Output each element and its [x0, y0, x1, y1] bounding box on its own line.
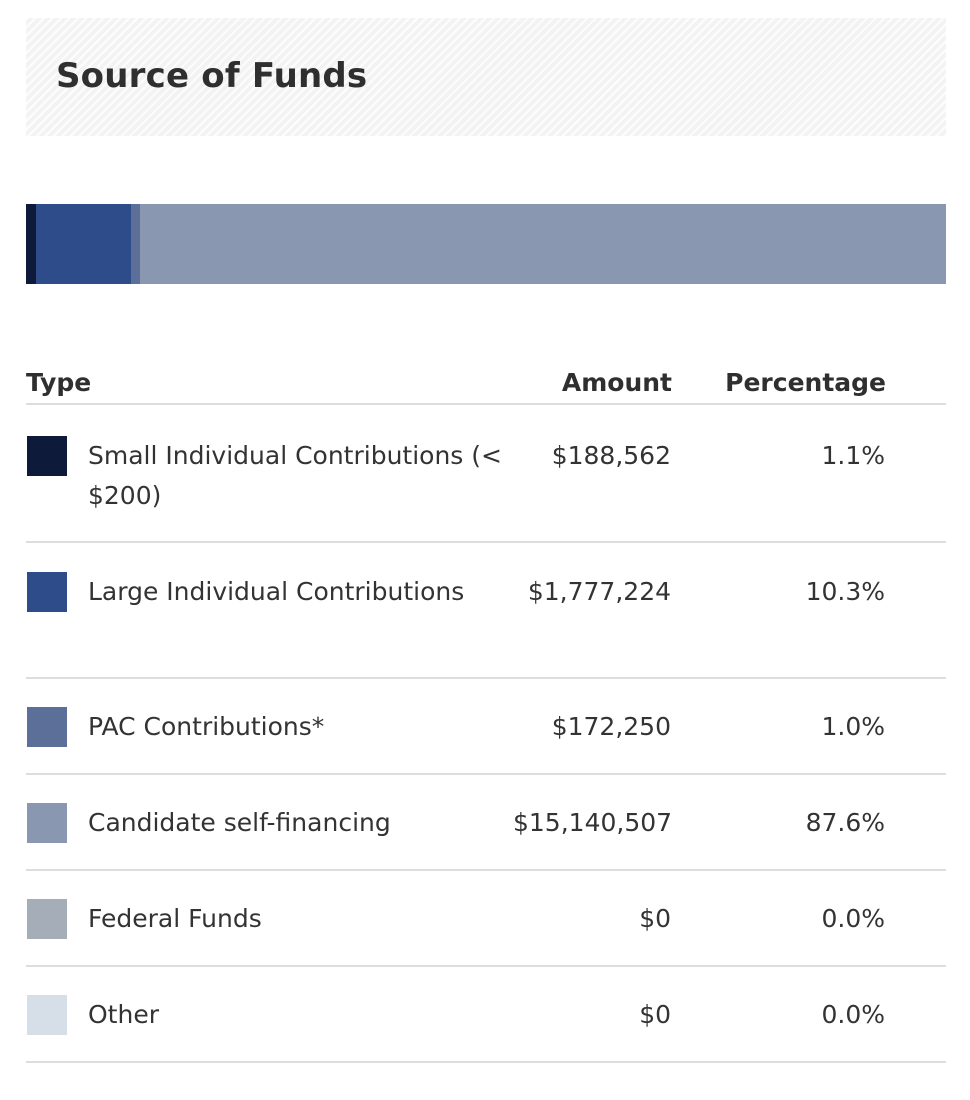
row-type-label: PAC Contributions* — [88, 712, 325, 741]
row-amount: $172,250 — [512, 678, 672, 775]
row-type-label: Federal Funds — [88, 904, 262, 933]
table-row: Candidate self-financing $15,140,507 87.… — [26, 774, 946, 871]
color-swatch-self-financing — [27, 803, 67, 843]
row-type-label: Large Individual Contributions — [88, 577, 465, 606]
row-amount: $0 — [512, 966, 672, 1063]
bar-segment-self-financing — [140, 204, 946, 284]
row-percentage: 0.0% — [672, 966, 886, 1063]
table-header-row: Type Amount Percentage — [26, 362, 946, 405]
color-swatch-large-individual — [27, 572, 67, 612]
funds-table: Type Amount Percentage Small Individual … — [26, 362, 946, 1063]
row-percentage: 1.0% — [672, 678, 886, 775]
column-header-spacer — [886, 362, 946, 405]
row-percentage: 1.1% — [672, 404, 886, 543]
bar-segment-small-individual — [26, 204, 37, 284]
color-swatch-other — [27, 995, 67, 1035]
row-type-label: Other — [88, 1000, 159, 1029]
bar-segment-pac — [130, 204, 141, 284]
bar-segment-large-individual — [36, 204, 131, 284]
row-amount: $188,562 — [512, 404, 672, 543]
row-amount: $0 — [512, 870, 672, 967]
row-percentage: 10.3% — [672, 542, 886, 679]
row-amount: $15,140,507 — [512, 774, 672, 871]
row-type-label: Candidate self-financing — [88, 808, 391, 837]
color-swatch-small-individual — [27, 436, 67, 476]
column-header-percentage: Percentage — [672, 362, 886, 405]
table-row: PAC Contributions* $172,250 1.0% — [26, 678, 946, 775]
column-header-type: Type — [26, 362, 512, 405]
stacked-bar-chart — [26, 204, 946, 284]
column-header-amount: Amount — [512, 362, 672, 405]
row-percentage: 87.6% — [672, 774, 886, 871]
row-percentage: 0.0% — [672, 870, 886, 967]
section-header: Source of Funds — [26, 18, 946, 136]
color-swatch-pac — [27, 707, 67, 747]
table-row: Federal Funds $0 0.0% — [26, 870, 946, 967]
table-row: Large Individual Contributions $1,777,22… — [26, 542, 946, 679]
table-row: Other $0 0.0% — [26, 966, 946, 1063]
page-title: Source of Funds — [56, 56, 368, 96]
table-row: Small Individual Contributions (< $200) … — [26, 404, 946, 543]
color-swatch-federal-funds — [27, 899, 67, 939]
row-amount: $1,777,224 — [512, 542, 672, 679]
row-type-label: Small Individual Contributions (< $200) — [88, 441, 502, 510]
